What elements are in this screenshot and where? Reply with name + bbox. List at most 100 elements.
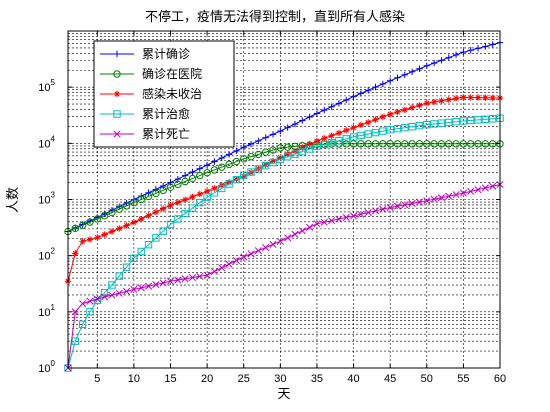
- series-marker: [210, 189, 219, 197]
- y-tick-label: 104: [38, 134, 55, 150]
- series-marker: [460, 48, 467, 56]
- series-marker: [188, 174, 197, 183]
- series-marker: [261, 148, 270, 156]
- series-marker: [357, 210, 365, 218]
- series-marker: [415, 198, 424, 206]
- series-marker: [203, 169, 211, 177]
- chart-title: 不停工，疫情无法得到控制，直到所有人感染: [145, 9, 405, 25]
- series-marker: [445, 96, 452, 103]
- series-marker: [218, 264, 226, 272]
- series-marker: [481, 140, 490, 148]
- series-marker: [79, 300, 87, 308]
- series-marker: [489, 182, 497, 190]
- series-marker: [159, 186, 167, 195]
- series-marker: [437, 119, 446, 127]
- series-marker: [166, 277, 175, 285]
- series-marker: [108, 208, 116, 217]
- series-marker: [423, 99, 430, 107]
- series-marker: [459, 189, 467, 197]
- series-marker: [166, 220, 175, 229]
- series-marker: [350, 124, 357, 131]
- series-marker: [145, 212, 152, 219]
- series-marker: [445, 54, 452, 61]
- series-marker: [122, 202, 131, 210]
- series-marker: [159, 227, 167, 235]
- series-marker: [379, 205, 387, 213]
- series-marker: [232, 157, 241, 166]
- series-marker: [123, 222, 130, 229]
- series-marker: [71, 224, 80, 233]
- series-marker: [211, 158, 218, 165]
- series-marker: [313, 142, 321, 151]
- series-marker: [342, 135, 350, 143]
- series-marker: [372, 83, 379, 91]
- series-marker: [438, 57, 445, 64]
- legend-swatch-marker: [113, 90, 121, 98]
- series-marker: [482, 94, 489, 101]
- series-marker: [401, 106, 409, 113]
- series-marker: [108, 281, 116, 289]
- series-marker: [203, 193, 211, 201]
- series-marker: [445, 140, 453, 148]
- series-marker: [210, 166, 219, 174]
- series-marker: [371, 207, 380, 215]
- series-marker: [328, 217, 336, 225]
- series-marker: [218, 184, 226, 193]
- series-marker: [298, 147, 307, 156]
- series-marker: [474, 140, 482, 148]
- series-marker: [232, 257, 240, 265]
- y-tick-label: 105: [38, 78, 55, 94]
- series-marker: [247, 152, 255, 161]
- series-marker: [181, 196, 189, 203]
- series-marker: [423, 197, 431, 205]
- series-marker: [174, 199, 182, 206]
- series-marker: [445, 118, 453, 127]
- series-marker: [181, 177, 189, 186]
- x-axis-label: 天: [277, 387, 290, 402]
- series-marker: [218, 154, 225, 162]
- series-marker: [232, 175, 241, 184]
- series-marker: [320, 140, 328, 149]
- series-marker: [137, 247, 145, 256]
- series-marker: [489, 41, 496, 48]
- series-marker: [145, 189, 152, 196]
- series-marker: [167, 179, 174, 186]
- series-marker: [437, 140, 446, 148]
- series-marker: [225, 151, 233, 158]
- series-marker: [218, 163, 226, 171]
- y-tick-label: 102: [38, 247, 55, 263]
- series-marker: [71, 337, 80, 345]
- series-marker: [240, 171, 248, 179]
- series-marker: [181, 172, 189, 179]
- series-marker: [298, 227, 306, 235]
- series-marker: [225, 160, 233, 169]
- series-marker: [430, 59, 438, 67]
- series-marker: [240, 253, 248, 261]
- series-marker: [240, 155, 248, 163]
- series-marker: [196, 190, 203, 198]
- series-marker: [467, 187, 475, 195]
- series-marker: [254, 150, 263, 159]
- series-marker: [299, 144, 306, 151]
- series-marker: [335, 129, 343, 137]
- series-marker: [365, 87, 372, 94]
- x-tick-label: 45: [384, 373, 396, 385]
- series-marker: [460, 94, 467, 101]
- series-marker: [306, 141, 313, 148]
- series-marker: [371, 140, 380, 148]
- series-marker: [138, 215, 145, 223]
- series-marker: [152, 208, 160, 216]
- series-marker: [393, 124, 402, 133]
- series-marker: [364, 130, 372, 138]
- series-marker: [247, 140, 255, 148]
- series-marker: [130, 285, 138, 294]
- series-marker: [438, 97, 445, 104]
- series-marker: [86, 236, 94, 243]
- series-marker: [122, 263, 131, 271]
- series-marker: [386, 111, 394, 118]
- series-marker: [467, 140, 475, 148]
- series-marker: [291, 230, 299, 238]
- series-marker: [100, 289, 109, 297]
- series-marker: [94, 234, 101, 241]
- series-marker: [269, 158, 277, 165]
